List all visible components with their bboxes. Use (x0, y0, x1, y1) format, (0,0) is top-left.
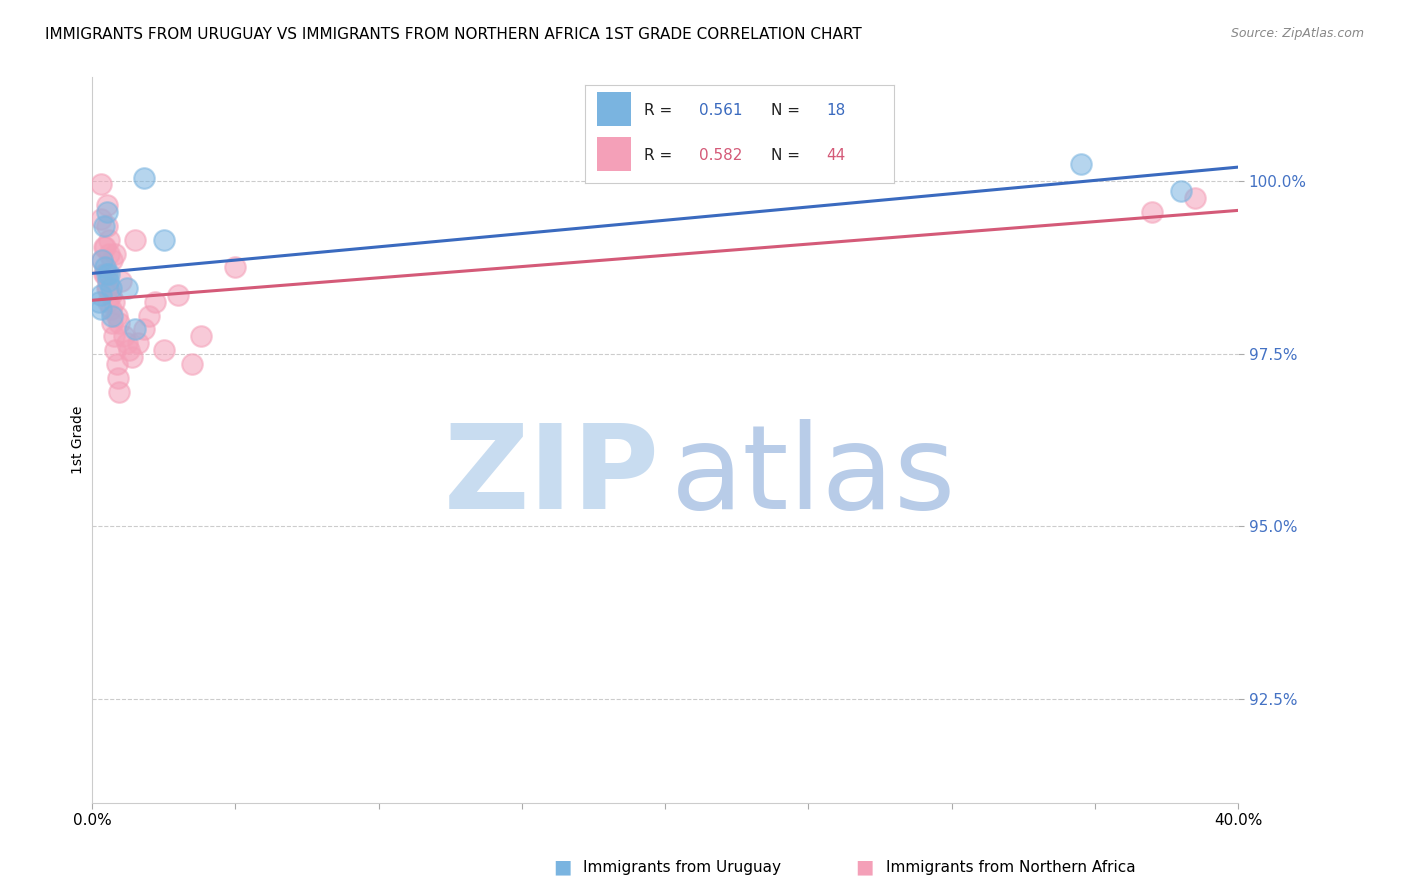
Point (97, 294, 120, 309)
Text: atlas: atlas (671, 418, 956, 533)
Text: Immigrants from Northern Africa: Immigrants from Northern Africa (886, 860, 1136, 874)
Point (124, 322, 146, 336)
Point (90, 301, 112, 316)
Point (181, 357, 204, 371)
Point (115, 336, 138, 351)
Point (96, 198, 118, 212)
Text: ZIP: ZIP (443, 418, 659, 533)
Point (1184, 191, 1206, 205)
Point (97, 281, 120, 295)
Point (98, 267, 121, 281)
Point (94, 260, 117, 275)
Point (101, 316, 124, 330)
Y-axis label: 1st Grade: 1st Grade (72, 406, 86, 475)
Point (124, 233, 146, 247)
Point (93, 219, 115, 233)
Point (98, 233, 121, 247)
Point (103, 294, 125, 309)
Point (1070, 157, 1092, 171)
Point (103, 329, 125, 343)
Point (115, 281, 138, 295)
Point (108, 316, 131, 330)
Point (167, 288, 190, 302)
Point (107, 371, 129, 385)
Point (93, 239, 115, 253)
Point (96, 219, 118, 233)
Point (90, 212, 112, 227)
Point (100, 301, 122, 316)
Point (89, 294, 111, 309)
Point (100, 281, 122, 295)
Point (98, 246, 121, 260)
Point (1170, 185, 1192, 199)
Point (143, 294, 166, 309)
Point (110, 274, 132, 288)
Point (94, 267, 117, 281)
Text: Source: ZipAtlas.com: Source: ZipAtlas.com (1230, 27, 1364, 40)
Text: ■: ■ (553, 857, 572, 877)
Point (153, 343, 176, 358)
Point (96, 205, 118, 219)
Point (101, 253, 124, 268)
Point (121, 350, 143, 364)
Point (100, 288, 122, 302)
Point (1142, 205, 1164, 219)
Point (104, 343, 127, 358)
Point (93, 267, 115, 281)
Point (108, 384, 131, 399)
Point (105, 309, 128, 323)
Point (94, 239, 117, 253)
Point (112, 329, 135, 343)
Point (138, 309, 160, 323)
Point (105, 357, 128, 371)
Point (127, 336, 149, 351)
Point (90, 288, 112, 302)
Text: Immigrants from Uruguay: Immigrants from Uruguay (583, 860, 782, 874)
Point (91, 253, 114, 268)
Point (101, 309, 124, 323)
Point (91, 253, 114, 268)
Text: ■: ■ (855, 857, 875, 877)
Point (96, 267, 118, 281)
Point (104, 246, 127, 260)
Point (190, 329, 212, 343)
Point (153, 233, 176, 247)
Point (132, 322, 155, 336)
Point (96, 281, 118, 295)
Point (224, 260, 246, 275)
Point (132, 170, 155, 185)
Text: IMMIGRANTS FROM URUGUAY VS IMMIGRANTS FROM NORTHERN AFRICA 1ST GRADE CORRELATION: IMMIGRANTS FROM URUGUAY VS IMMIGRANTS FR… (45, 27, 862, 42)
Point (90, 178, 112, 192)
Point (118, 343, 141, 358)
Point (97, 274, 120, 288)
